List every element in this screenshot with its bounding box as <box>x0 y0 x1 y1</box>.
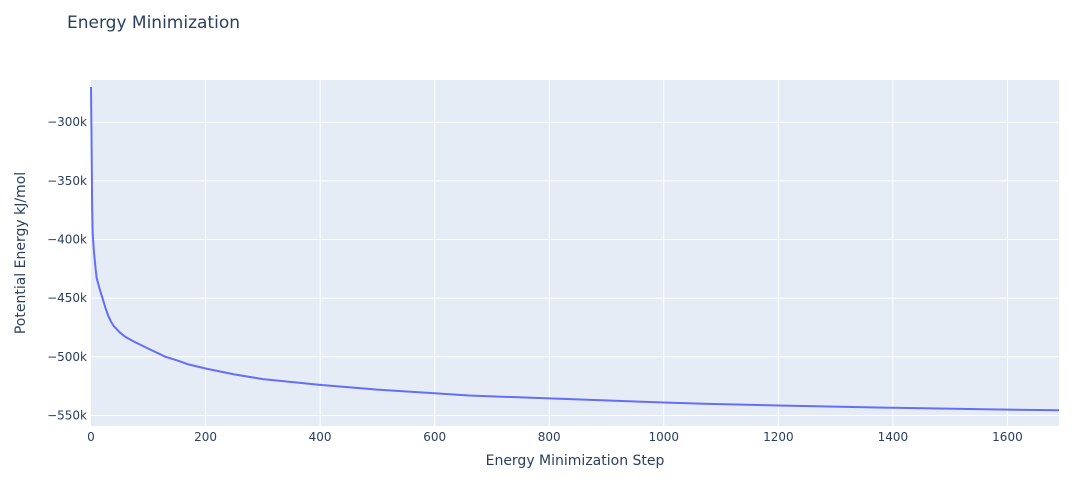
y-tick-label: −400k <box>47 233 87 247</box>
x-axis-label: Energy Minimization Step <box>485 453 665 469</box>
chart-title: Energy Minimization <box>67 13 240 33</box>
series-line <box>90 86 1060 412</box>
x-tick-label: 800 <box>538 430 561 444</box>
y-tick-label: −450k <box>47 291 87 305</box>
x-tick-label: 1600 <box>992 430 1023 444</box>
y-tick-label: −300k <box>47 115 87 129</box>
x-tick-label: 1000 <box>649 430 680 444</box>
x-tick-label: 200 <box>194 430 217 444</box>
x-tick-label: 1400 <box>878 430 909 444</box>
plot-area <box>91 80 1059 426</box>
gridlines <box>91 80 1059 426</box>
y-tick-label: −350k <box>47 174 87 188</box>
x-tick-label: 600 <box>423 430 446 444</box>
tick-labels: 0 200 400 600 800 1000 1200 1400 1600 −300k −350k −… <box>47 115 1023 444</box>
y-axis-label: Potential Energy kJ/mol <box>13 171 29 335</box>
x-tick-label: 1200 <box>763 430 794 444</box>
y-tick-label: −550k <box>47 408 87 422</box>
y-tick-label: −500k <box>47 350 87 364</box>
x-tick-label: 0 <box>87 430 95 444</box>
x-tick-label: 400 <box>309 430 332 444</box>
